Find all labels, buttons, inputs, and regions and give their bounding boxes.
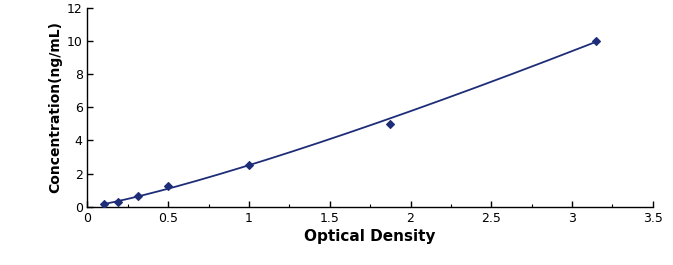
X-axis label: Optical Density: Optical Density (304, 229, 436, 244)
Y-axis label: Concentration(ng/mL): Concentration(ng/mL) (48, 21, 63, 193)
